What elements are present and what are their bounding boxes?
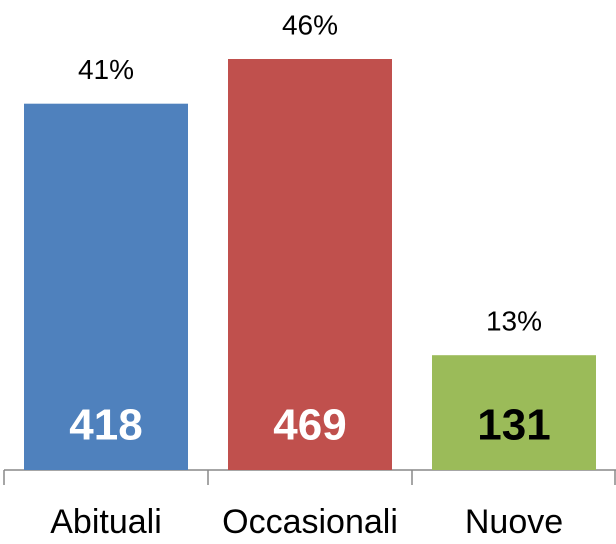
bar [228,59,392,470]
share-label: 13% [486,306,542,337]
share-label: 46% [282,9,338,40]
value-label: 418 [69,401,142,450]
value-label: 131 [477,401,550,450]
share-label: 41% [78,54,134,85]
x-tick-label: Abituali [50,503,162,541]
bar [24,103,188,470]
value-label: 469 [273,401,346,450]
x-tick-label: Nuove [465,503,563,541]
bar [432,355,596,470]
x-tick-label: Occasionali [222,503,398,541]
